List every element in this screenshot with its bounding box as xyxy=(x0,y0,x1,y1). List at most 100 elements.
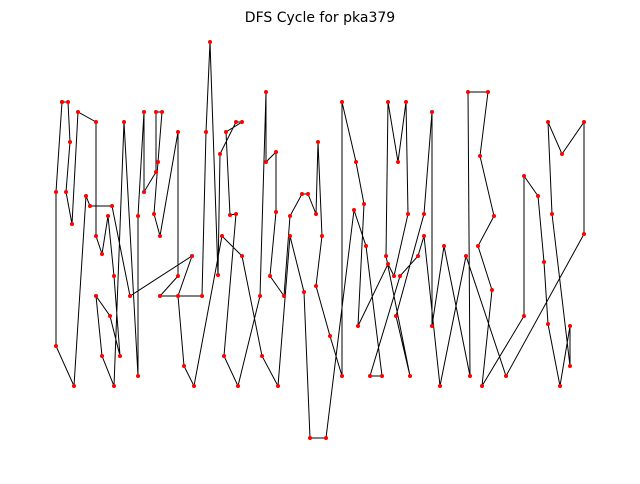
point xyxy=(492,214,496,218)
tour-line xyxy=(55,41,585,439)
point xyxy=(316,140,320,144)
point xyxy=(324,436,328,440)
point xyxy=(302,290,306,294)
point xyxy=(582,120,586,124)
point xyxy=(396,160,400,164)
point xyxy=(386,100,390,104)
point xyxy=(542,260,546,264)
point xyxy=(416,254,420,258)
point xyxy=(522,174,526,178)
point xyxy=(536,194,540,198)
point xyxy=(314,284,318,288)
point xyxy=(234,120,238,124)
point xyxy=(546,120,550,124)
point xyxy=(352,208,356,212)
point xyxy=(88,204,92,208)
point xyxy=(136,374,140,378)
point xyxy=(54,190,58,194)
point xyxy=(406,212,410,216)
point xyxy=(220,234,224,238)
point xyxy=(176,274,180,278)
point xyxy=(362,202,366,206)
point xyxy=(216,273,220,277)
point xyxy=(274,210,278,214)
point xyxy=(522,314,526,318)
point xyxy=(106,214,110,218)
point xyxy=(112,274,116,278)
point xyxy=(300,192,304,196)
point xyxy=(218,152,222,156)
point xyxy=(308,436,312,440)
point xyxy=(154,110,158,114)
point xyxy=(176,294,180,298)
point xyxy=(264,160,268,164)
point xyxy=(64,190,68,194)
point xyxy=(200,294,204,298)
point xyxy=(384,254,388,258)
point xyxy=(422,212,426,216)
point xyxy=(442,244,446,248)
point xyxy=(288,214,292,218)
point xyxy=(392,274,396,278)
point xyxy=(394,314,398,318)
point xyxy=(276,384,280,388)
point xyxy=(504,374,508,378)
point xyxy=(176,130,180,134)
point xyxy=(306,192,310,196)
point xyxy=(228,213,232,217)
point xyxy=(288,234,292,238)
point xyxy=(204,130,208,134)
point xyxy=(68,140,72,144)
point xyxy=(320,234,324,238)
point xyxy=(408,374,412,378)
point xyxy=(94,234,98,238)
point xyxy=(72,384,76,388)
point xyxy=(66,100,70,104)
point xyxy=(398,274,402,278)
point xyxy=(422,234,426,238)
point xyxy=(94,294,98,298)
point xyxy=(314,212,318,216)
point xyxy=(568,324,572,328)
point xyxy=(386,262,390,266)
point xyxy=(208,40,212,44)
point xyxy=(582,232,586,236)
point xyxy=(468,374,472,378)
point xyxy=(480,384,484,388)
point xyxy=(282,294,286,298)
point xyxy=(464,254,468,258)
point xyxy=(142,110,146,114)
point xyxy=(158,294,162,298)
point xyxy=(160,110,164,114)
point xyxy=(190,254,194,258)
point xyxy=(558,384,562,388)
point xyxy=(368,374,372,378)
point xyxy=(158,234,162,238)
point xyxy=(156,160,160,164)
point xyxy=(236,384,240,388)
point xyxy=(476,244,480,248)
point xyxy=(430,110,434,114)
point xyxy=(466,90,470,94)
point xyxy=(550,212,554,216)
point xyxy=(240,120,244,124)
point xyxy=(274,150,278,154)
point xyxy=(354,160,358,164)
point xyxy=(380,374,384,378)
point xyxy=(546,322,550,326)
point xyxy=(356,324,360,328)
point xyxy=(268,274,272,278)
point xyxy=(122,120,126,124)
point xyxy=(340,100,344,104)
point xyxy=(490,288,494,292)
point xyxy=(128,294,132,298)
point xyxy=(94,120,98,124)
point xyxy=(264,90,268,94)
point xyxy=(76,110,80,114)
point xyxy=(112,384,116,388)
point xyxy=(108,314,112,318)
point xyxy=(560,152,564,156)
point xyxy=(430,324,434,328)
